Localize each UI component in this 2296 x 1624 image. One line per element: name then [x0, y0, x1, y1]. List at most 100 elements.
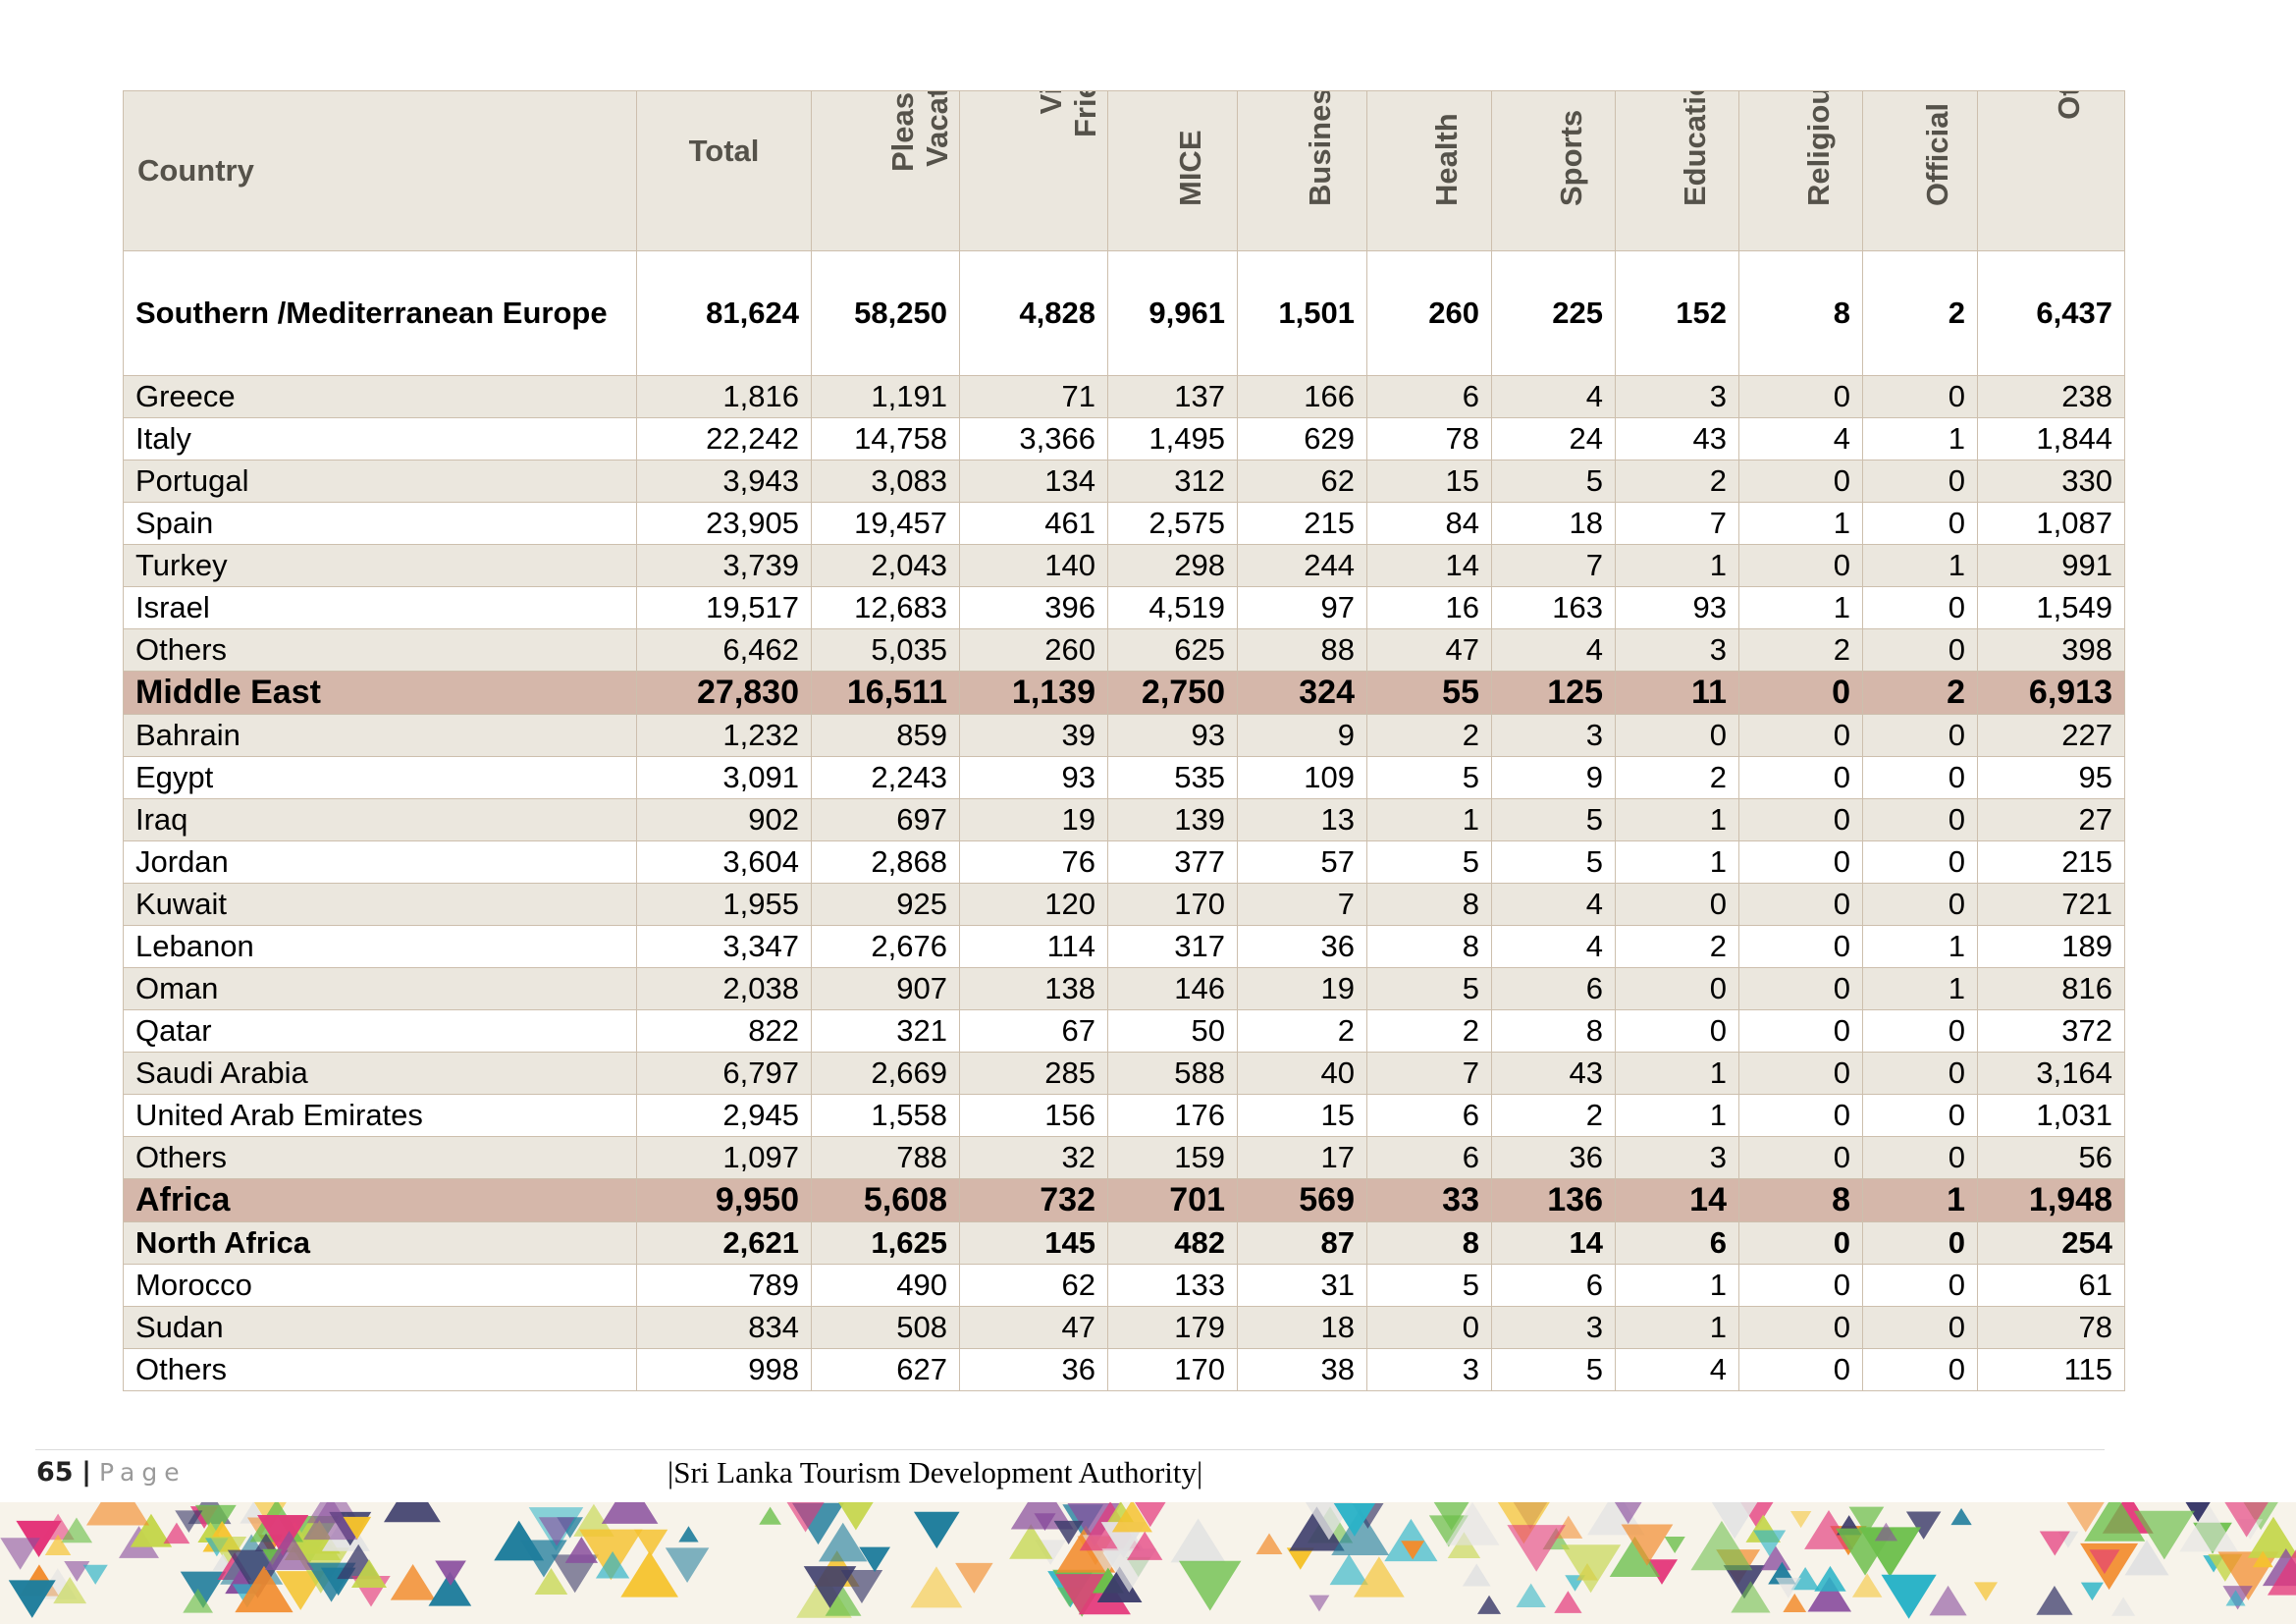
- cell-total: 3,604: [636, 840, 812, 884]
- cell-pleasure: 508: [811, 1306, 960, 1349]
- banner-triangle: [390, 1563, 436, 1600]
- cell-sports: 6: [1491, 967, 1616, 1010]
- banner-triangle: [2084, 1502, 2146, 1542]
- cell-total: 1,097: [636, 1136, 812, 1179]
- country-cell: Sudan: [123, 1306, 637, 1349]
- cell-vfr: 285: [959, 1052, 1108, 1095]
- cell-health: 7: [1366, 1052, 1492, 1095]
- cell-education: 4: [1615, 1348, 1739, 1391]
- cell-education: 1: [1615, 1052, 1739, 1095]
- country-cell: United Arab Emirates: [123, 1094, 637, 1137]
- cell-official: 0: [1862, 1221, 1978, 1265]
- table-row: Bahrain 1,232 859 39 93 9 2 3 0 0 0 227: [123, 714, 2125, 757]
- banner-triangle: [573, 1503, 614, 1537]
- cell-health: 5: [1366, 967, 1492, 1010]
- cell-total: 998: [636, 1348, 812, 1391]
- cell-sports: 225: [1491, 250, 1616, 376]
- country-cell: Others: [123, 1136, 637, 1179]
- banner-triangle: [2247, 1516, 2296, 1558]
- cell-education: 3: [1615, 628, 1739, 672]
- country-cell: Others: [123, 1348, 637, 1391]
- page-word: Page: [99, 1458, 187, 1487]
- banner-triangle: [2089, 1549, 2120, 1575]
- cell-business: 9: [1237, 714, 1367, 757]
- banner-triangle: [1135, 1502, 1166, 1528]
- cell-pleasure: 58,250: [811, 250, 960, 376]
- banner-triangle: [235, 1565, 294, 1613]
- banner-triangle: [1554, 1515, 1583, 1539]
- banner-triangle: [1286, 1547, 1314, 1570]
- cell-total: 2,621: [636, 1221, 812, 1265]
- banner-triangle: [1645, 1559, 1679, 1585]
- cell-total: 3,943: [636, 460, 812, 503]
- banner-triangle: [2224, 1502, 2269, 1538]
- cell-official: 0: [1862, 586, 1978, 629]
- banner-triangle: [1477, 1595, 1502, 1614]
- banner-triangle: [551, 1554, 599, 1594]
- cell-religious: 8: [1738, 250, 1863, 376]
- region-row: Africa 9,950 5,608 732 701 569 33 136 14 8 1 1,948: [123, 1178, 2125, 1222]
- banner-triangle: [1609, 1536, 1661, 1577]
- banner-triangle: [910, 1566, 963, 1608]
- cell-other: 238: [1977, 375, 2125, 418]
- cell-religious: 1: [1738, 502, 1863, 545]
- banner-triangle: [678, 1526, 699, 1543]
- cell-vfr: 156: [959, 1094, 1108, 1137]
- cell-education: 152: [1615, 250, 1739, 376]
- country-cell: Oman: [123, 967, 637, 1010]
- cell-other: 78: [1977, 1306, 2125, 1349]
- cell-business: 19: [1237, 967, 1367, 1010]
- cell-business: 244: [1237, 544, 1367, 587]
- banner-triangle: [1507, 1525, 1566, 1572]
- banner-triangle: [1814, 1565, 1846, 1592]
- cell-pleasure: 5,035: [811, 628, 960, 672]
- banner-triangle: [1881, 1574, 1937, 1619]
- banner-triangle: [2080, 1582, 2104, 1601]
- cell-health: 78: [1366, 417, 1492, 460]
- header-business: Business: [1237, 90, 1367, 251]
- banner-triangle: [859, 1546, 890, 1573]
- table-body: Southern /Mediterranean Europe 81,624 58,2…: [123, 250, 2125, 1391]
- country-cell: Spain: [123, 502, 637, 545]
- banner-triangle: [1428, 1515, 1468, 1547]
- cell-education: 0: [1615, 883, 1739, 926]
- cell-vfr: 67: [959, 1009, 1108, 1053]
- banner-triangle: [1127, 1531, 1163, 1560]
- banner-triangle: [1614, 1502, 1642, 1525]
- banner-triangle: [825, 1587, 862, 1616]
- cell-pleasure: 14,758: [811, 417, 960, 460]
- cell-sports: 8: [1491, 1009, 1616, 1053]
- banner-triangle: [1848, 1506, 1885, 1536]
- cell-mice: 9,961: [1107, 250, 1238, 376]
- cell-official: 0: [1862, 628, 1978, 672]
- cell-education: 1: [1615, 1264, 1739, 1307]
- cell-other: 227: [1977, 714, 2125, 757]
- table-row: Others 1,097 788 32 159 17 6 36 3 0 0 56: [123, 1136, 2125, 1179]
- cell-religious: 0: [1738, 1094, 1863, 1137]
- country-cell: Kuwait: [123, 883, 637, 926]
- header-religious: Religious: [1738, 90, 1863, 251]
- cell-health: 47: [1366, 628, 1492, 672]
- cell-education: 6: [1615, 1221, 1739, 1265]
- banner-triangle: [601, 1502, 659, 1524]
- cell-religious: 8: [1738, 1178, 1863, 1222]
- cell-business: 1,501: [1237, 250, 1367, 376]
- banner-triangle: [435, 1560, 466, 1586]
- cell-business: 324: [1237, 671, 1367, 715]
- header-total: Total: [636, 90, 812, 251]
- cell-business: 57: [1237, 840, 1367, 884]
- country-cell: Saudi Arabia: [123, 1052, 637, 1095]
- header-country: Country: [123, 90, 637, 251]
- country-cell: Southern /Mediterranean Europe: [123, 250, 637, 376]
- cell-pleasure: 2,868: [811, 840, 960, 884]
- cell-total: 2,945: [636, 1094, 812, 1137]
- cell-total: 6,797: [636, 1052, 812, 1095]
- cell-mice: 170: [1107, 883, 1238, 926]
- cell-education: 2: [1615, 925, 1739, 968]
- cell-other: 721: [1977, 883, 2125, 926]
- cell-sports: 36: [1491, 1136, 1616, 1179]
- banner-triangle: [1329, 1553, 1368, 1586]
- cell-pleasure: 925: [811, 883, 960, 926]
- footer-divider: [35, 1449, 2105, 1450]
- cell-religious: 0: [1738, 1264, 1863, 1307]
